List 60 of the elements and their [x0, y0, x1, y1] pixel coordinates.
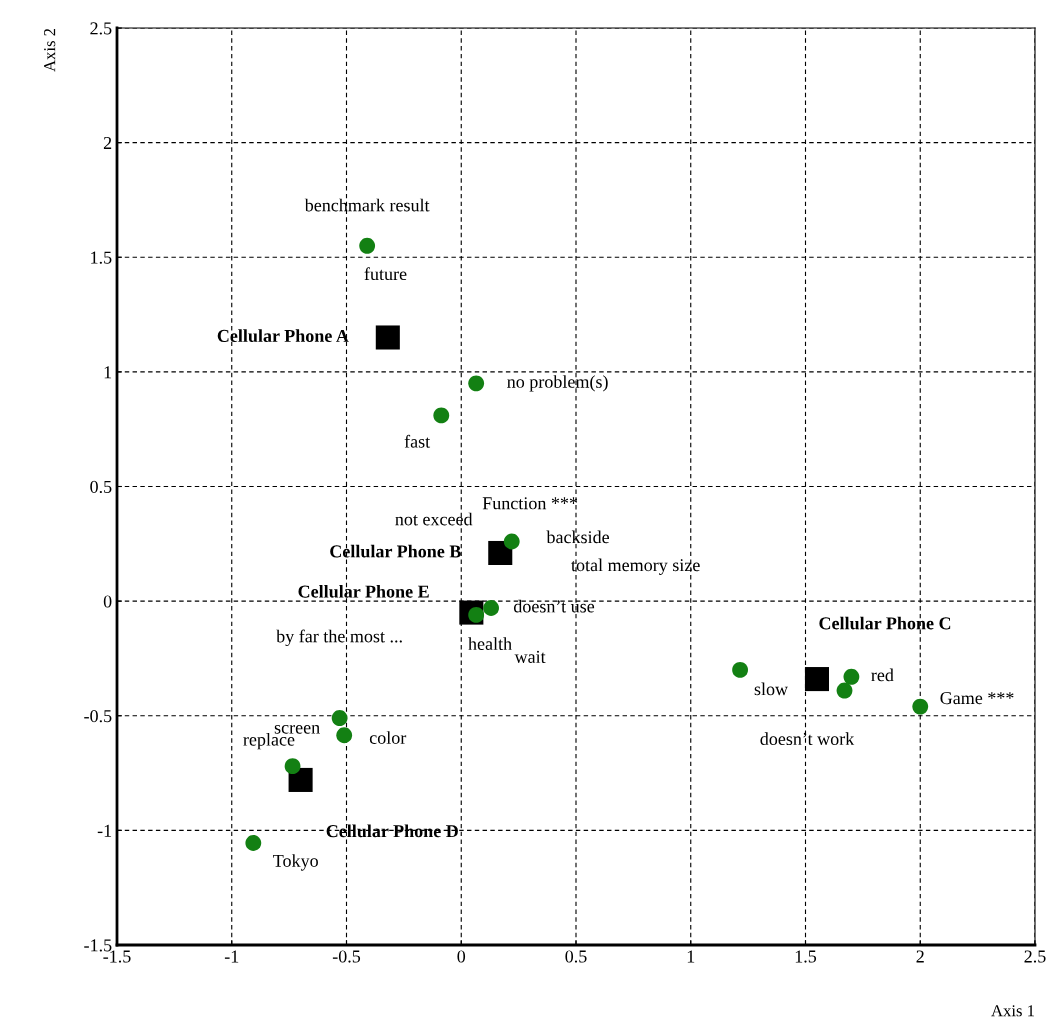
data-label: Cellular Phone C [819, 616, 951, 630]
x-tick-label: 1 [687, 950, 695, 963]
x-tick-label: 1.5 [795, 950, 817, 963]
data-label: red [871, 668, 894, 682]
data-label: no problem(s) [507, 375, 608, 392]
x-tick-label: 2.5 [1024, 950, 1046, 963]
x-tick-label: 0 [457, 950, 466, 963]
annotation: total memory size [571, 558, 700, 575]
point [359, 237, 376, 254]
point [245, 835, 262, 851]
x-tick-label: 2 [916, 950, 924, 963]
point [375, 325, 400, 350]
point [288, 767, 313, 792]
point [468, 375, 485, 392]
y-tick-label: 2.5 [90, 22, 112, 35]
point [836, 682, 853, 699]
point [284, 758, 301, 775]
point [433, 407, 450, 424]
y-tick-label: 0 [103, 595, 112, 608]
data-label: Cellular Phone A [217, 329, 349, 343]
data-label: Game *** [940, 692, 1014, 705]
data-label: Tokyo [273, 854, 318, 871]
data-label: screen [274, 724, 320, 734]
x-axis-title: Axis 1 [991, 1005, 1034, 1017]
data-label: doesn’t use [513, 599, 595, 613]
data-label: backside [546, 530, 609, 544]
x-tick-label: 0.5 [565, 950, 587, 963]
y-tick-label: -0.5 [84, 710, 112, 723]
data-label: replace [243, 733, 295, 750]
point [336, 727, 353, 744]
y-tick-label: 2 [103, 136, 112, 149]
point [331, 710, 348, 726]
x-tick-label: -0.5 [332, 950, 361, 963]
annotation: future [364, 267, 407, 281]
data-label: fast [404, 434, 431, 448]
point [804, 667, 829, 692]
annotation: not exceed [395, 512, 473, 526]
point [488, 540, 513, 566]
y-axis-title: Axis 2 [44, 28, 56, 72]
point [483, 600, 499, 616]
y-tick-label: 0.5 [90, 480, 112, 494]
x-tick-label: -1 [224, 950, 239, 963]
data-label: slow [754, 682, 789, 696]
y-tick-label: -1.5 [84, 939, 112, 952]
data-label: Cellular Phone E [298, 584, 429, 598]
data-label: doesn’t work [760, 732, 855, 746]
data-label: health [468, 637, 512, 650]
annotation: Function *** [482, 497, 578, 510]
point [732, 661, 749, 678]
y-tick-label: 1.5 [91, 251, 112, 264]
y-tick-label: 1 [104, 366, 112, 379]
point [843, 668, 860, 685]
point [912, 698, 929, 715]
annotation: wait [514, 650, 546, 663]
data-label: benchmark result [304, 198, 430, 212]
y-tick-label: -1 [97, 824, 112, 837]
data-label: Cellular Phone B [330, 544, 461, 558]
point [503, 533, 520, 550]
annotation: by far the most ... [276, 629, 402, 647]
data-label: color [369, 731, 407, 744]
